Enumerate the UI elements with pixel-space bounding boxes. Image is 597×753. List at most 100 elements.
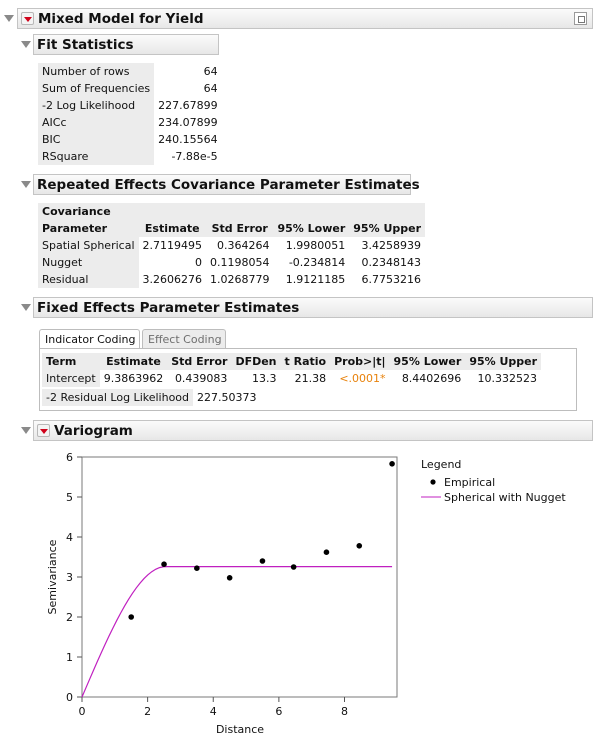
table-cell: 13.3	[252, 372, 277, 385]
empirical-point	[389, 461, 395, 467]
table-cell: 0.2348143	[361, 256, 422, 269]
table-cell: 10.332523	[477, 372, 538, 385]
fit-stat-value: -7.88e-5	[171, 150, 218, 163]
column-header: Term	[42, 353, 100, 370]
table-cell: 2.7119495	[142, 239, 203, 252]
tab-effect-coding-label: Effect Coding	[148, 333, 222, 346]
column-header: t Ratio	[280, 353, 331, 370]
table-cell: 6.7753216	[361, 273, 422, 286]
table-row: BIC 240.15564	[38, 131, 222, 148]
row-label: Spatial Spherical	[38, 237, 139, 254]
column-header: DFDen	[231, 353, 281, 370]
table-cell: 1.0268779	[210, 273, 270, 286]
plot-frame	[81, 456, 398, 698]
residual-loglik-label: -2 Residual Log Likelihood	[42, 389, 194, 406]
legend-empirical-marker	[430, 479, 436, 485]
x-tick-label: 0	[79, 705, 86, 718]
column-header: Std Error	[167, 353, 232, 370]
report-header: Mixed Model for Yield	[17, 8, 593, 29]
table-row: Nugget 0 0.1198054 -0.234814 0.2348143	[38, 254, 425, 271]
fit-stat-label: -2 Log Likelihood	[38, 97, 155, 114]
column-header: Estimate	[99, 353, 168, 370]
column-header-blank	[273, 203, 350, 220]
table-row: Sum of Frequencies 64	[38, 80, 222, 97]
column-header: 95% Upper	[349, 220, 426, 237]
column-header: 95% Upper	[465, 353, 542, 370]
fit-statistics-header: Fit Statistics	[33, 34, 219, 55]
column-header-blank	[349, 203, 426, 220]
covariance-header: Repeated Effects Covariance Parameter Es…	[33, 174, 420, 195]
report-popout-icon[interactable]	[574, 12, 587, 25]
table-header-row: Term Estimate Std Error DFDen t Ratio Prob>|t…	[42, 353, 542, 370]
fit-stat-value: 227.67899	[158, 99, 218, 112]
table-cell: 3.4258939	[361, 239, 422, 252]
fit-stat-label: AICc	[38, 114, 155, 131]
report-menu-icon[interactable]	[21, 12, 34, 25]
variogram-menu-icon[interactable]	[37, 424, 50, 437]
covariance-disclosure-icon[interactable]	[21, 181, 31, 188]
empirical-point	[290, 564, 297, 570]
outline-disclosure-icon[interactable]	[4, 15, 14, 22]
column-header: 95% Lower	[273, 220, 350, 237]
empirical-point	[226, 575, 233, 581]
table-cell: 0.1198054	[210, 256, 270, 269]
fit-stat-value: 240.15564	[158, 133, 218, 146]
table-cell: 9.3863962	[103, 372, 164, 385]
table-row: Intercept 9.3863962 0.439083 13.3 21.38 <.000…	[42, 370, 541, 387]
table-header-row: Parameter Estimate Std Error 95% Lower 95% U…	[38, 220, 426, 237]
column-header: 95% Lower	[389, 353, 466, 370]
fit-stat-label: RSquare	[38, 148, 155, 165]
table-cell: 21.38	[294, 372, 327, 385]
x-tick-label: 8	[341, 705, 348, 718]
column-header: Covariance	[38, 203, 139, 220]
table-cell: 1.9980051	[285, 239, 346, 252]
row-label: Intercept	[42, 370, 100, 387]
table-row: Residual 3.2606276 1.0268779 1.9121185 6.775…	[38, 271, 425, 288]
fit-statistics-disclosure-icon[interactable]	[21, 41, 31, 48]
empirical-point	[259, 558, 266, 564]
table-cell: 3.2606276	[142, 273, 203, 286]
covariance-table: Covariance Parameter Estimate Std Error 95% …	[38, 203, 426, 288]
x-axis-label: Distance	[216, 723, 264, 736]
y-axis-label: Semivariance	[46, 539, 59, 614]
variogram-disclosure-icon[interactable]	[21, 427, 31, 434]
table-row: AICc 234.07899	[38, 114, 222, 131]
fixed-effects-title: Fixed Effects Parameter Estimates	[37, 300, 300, 316]
covariance-title: Repeated Effects Covariance Parameter Es…	[37, 177, 420, 193]
empirical-point	[128, 614, 135, 620]
tab-indicator-coding-label: Indicator Coding	[45, 333, 136, 346]
fit-stat-label: Number of rows	[38, 63, 155, 80]
table-cell: -0.234814	[288, 256, 346, 269]
table-header-row: Covariance	[38, 203, 426, 220]
table-row: -2 Log Likelihood 227.67899	[38, 97, 222, 114]
variogram-title: Variogram	[54, 423, 133, 439]
fit-stat-value: 64	[203, 82, 218, 95]
column-header: Prob>|t|	[330, 353, 390, 370]
table-cell: 0	[195, 256, 202, 269]
empirical-point	[194, 565, 200, 571]
tab-indicator-coding[interactable]: Indicator Coding	[39, 329, 140, 349]
variogram-header: Variogram	[33, 420, 593, 441]
empirical-point	[161, 561, 167, 567]
x-tick-label: 2	[144, 705, 151, 718]
y-tick-label: 6	[66, 451, 73, 464]
table-row: RSquare -7.88e-5	[38, 148, 222, 165]
table-cell: 1.9121185	[285, 273, 346, 286]
table-cell: 8.4402696	[401, 372, 462, 385]
fixed-effects-table: Term Estimate Std Error DFDen t Ratio Prob>|t…	[42, 353, 542, 387]
legend-empirical-label: Empirical	[444, 476, 495, 489]
column-header: Estimate	[138, 220, 206, 237]
variogram-chart: 0 2 4 6 8 0 1 2 3 4 5 6 Distance Semivariance Legen…	[46, 451, 566, 736]
column-header-blank	[206, 203, 274, 220]
fixed-effects-disclosure-icon[interactable]	[21, 304, 31, 311]
empirical-point	[356, 543, 363, 549]
column-header: Std Error	[206, 220, 274, 237]
fixed-effects-header: Fixed Effects Parameter Estimates	[33, 297, 593, 318]
legend-spherical-label: Spherical with Nugget	[444, 491, 566, 504]
row-label: Residual	[38, 271, 139, 288]
column-header: Parameter	[38, 220, 139, 237]
fit-stat-value: 64	[203, 65, 218, 78]
x-tick-label: 4	[210, 705, 217, 718]
tab-effect-coding[interactable]: Effect Coding	[142, 329, 226, 349]
y-tick-label: 0	[66, 691, 73, 704]
